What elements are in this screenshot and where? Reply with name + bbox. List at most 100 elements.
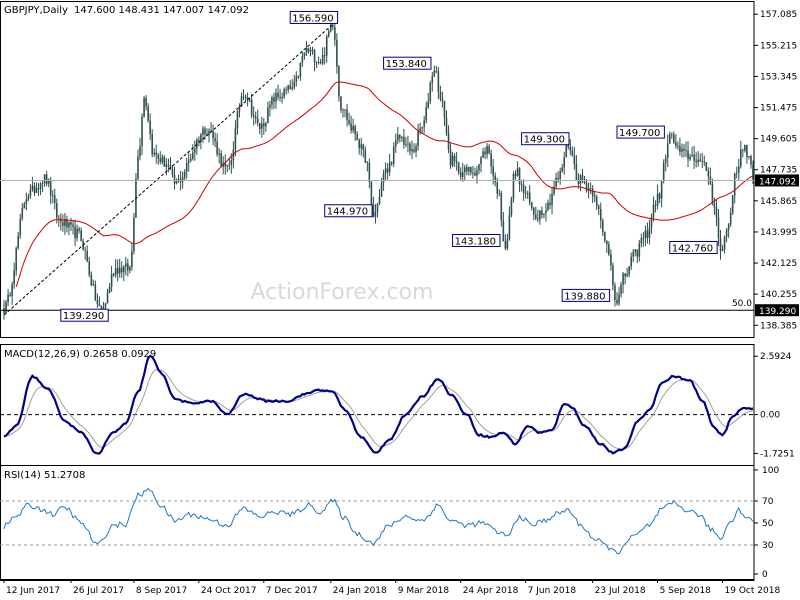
candle-body (423, 120, 425, 127)
candle-body (449, 149, 452, 166)
candle-body (656, 193, 659, 206)
candle-body (122, 266, 125, 273)
candle-body (291, 87, 294, 89)
candle-body (565, 143, 568, 158)
candle-body (206, 134, 208, 136)
candle-body (610, 254, 612, 266)
candle-body (356, 134, 358, 140)
candle-body (84, 250, 87, 252)
candle-body (64, 218, 66, 226)
candle-body (311, 49, 314, 51)
candle-body (401, 136, 403, 139)
candle-body (70, 222, 72, 225)
candle-body (354, 125, 356, 135)
candle-body (131, 251, 133, 268)
candle-body (338, 66, 340, 97)
candle-body (133, 217, 135, 252)
candle-body (520, 184, 523, 186)
candle-body (575, 164, 578, 181)
candle-body (579, 175, 582, 184)
candle-body (595, 196, 598, 207)
candle-body (555, 177, 557, 187)
candle-body (51, 195, 54, 197)
candle-body (465, 167, 468, 172)
candle-body (502, 220, 505, 242)
candle-body (750, 156, 752, 165)
candle-body (244, 96, 247, 99)
candle-body (535, 214, 537, 219)
candle-body (662, 162, 665, 181)
candle-body (409, 143, 411, 152)
candle-body (433, 70, 436, 77)
candle-body (283, 89, 285, 97)
candle-body (394, 140, 397, 147)
candle-body (344, 109, 346, 111)
rsi-line (3, 487, 754, 555)
candle-body (155, 152, 158, 156)
candle-body (252, 115, 255, 117)
macd-tick-label: 0.00 (760, 411, 780, 421)
candle-body (490, 153, 492, 167)
candle-body (583, 180, 586, 183)
candle-body (437, 71, 440, 92)
candle-body (644, 230, 647, 238)
candle-body (317, 62, 320, 63)
candle-body (15, 247, 17, 271)
candle-body (177, 179, 180, 181)
candle-body (463, 167, 466, 173)
candle-body (447, 133, 450, 150)
candle-body (167, 164, 170, 166)
candle-body (334, 27, 336, 40)
candle-body (658, 193, 661, 199)
candle-body (624, 273, 626, 277)
candle-body (384, 168, 387, 174)
candle-body (72, 224, 74, 227)
candle-body (127, 263, 129, 271)
candle-body (271, 97, 273, 105)
candle-body (435, 70, 438, 72)
price-tag: 147.092 (755, 174, 799, 187)
candle-body (496, 182, 499, 194)
candle-body (218, 153, 220, 155)
candle-body (330, 24, 332, 32)
candle-body (545, 210, 547, 214)
candle-body (78, 228, 80, 231)
candle-body (577, 180, 580, 184)
candle-body (541, 210, 543, 215)
candle-body (699, 159, 702, 161)
candle-body (80, 230, 82, 241)
candle-body (112, 274, 115, 276)
candle-body (62, 221, 64, 226)
candle-body (240, 96, 243, 107)
candle-body (514, 174, 517, 176)
candle-body (348, 120, 350, 124)
candle-body (183, 171, 186, 178)
candle-body (226, 165, 229, 167)
candle-body (740, 149, 742, 167)
candle-body (200, 134, 202, 142)
candle-body (37, 188, 40, 189)
price-tick-label: 140.255 (760, 290, 797, 300)
candle-body (429, 82, 432, 102)
candle-body (147, 106, 149, 121)
candle-body (49, 180, 52, 196)
candle-body (476, 170, 478, 176)
candle-body (557, 177, 559, 180)
candle-body (277, 92, 279, 98)
candle-body (457, 162, 460, 173)
candle-body (648, 227, 651, 238)
candle-body (11, 284, 13, 296)
candle-body (273, 97, 275, 102)
candle-body (752, 164, 754, 181)
price-tick-label: 157.085 (760, 10, 797, 20)
candle-body (721, 249, 724, 252)
time-tick-label: 5 Sep 2018 (660, 586, 712, 596)
candle-body (55, 203, 58, 218)
candle-body (315, 62, 318, 64)
candle-body (66, 218, 68, 228)
candle-body (25, 199, 28, 205)
rsi-tick-label: 30 (762, 541, 774, 551)
candle-body (368, 163, 371, 183)
candle-body (407, 143, 409, 145)
candle-body (124, 263, 127, 267)
